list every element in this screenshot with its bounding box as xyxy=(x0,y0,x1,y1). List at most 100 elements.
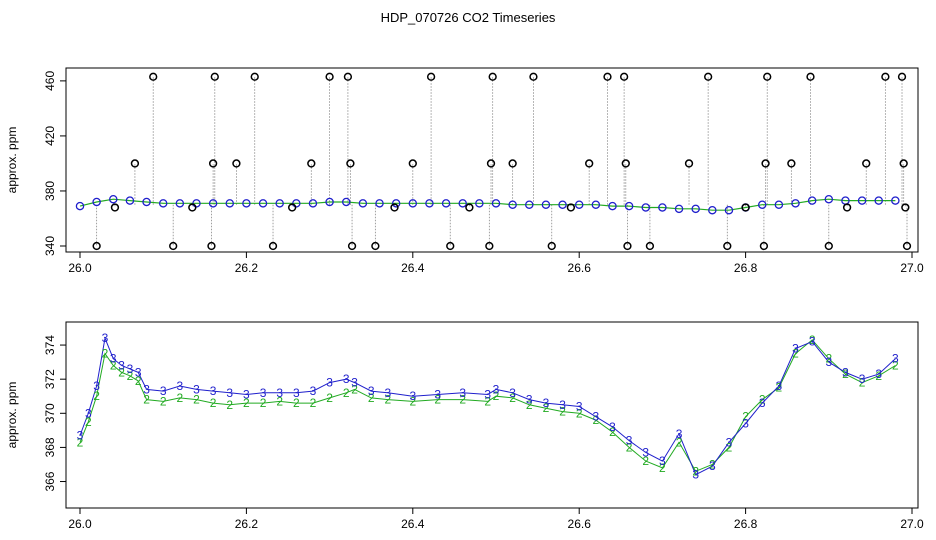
data-point xyxy=(408,199,418,208)
y-tick-label: 366 xyxy=(43,471,57,491)
data-point-label: 3 xyxy=(143,382,150,396)
data-point-label: 3 xyxy=(692,468,699,482)
data-point-label: 3 xyxy=(543,396,550,410)
data-point xyxy=(708,205,717,215)
data-point-label: 2 xyxy=(243,396,250,410)
data-point xyxy=(75,201,85,211)
data-point xyxy=(475,199,484,208)
data-point-label: 3 xyxy=(226,386,233,400)
data-point-label: 3 xyxy=(726,435,733,449)
data-point-label: 3 xyxy=(792,341,799,355)
y-tick-label: 460 xyxy=(43,71,57,91)
outlier-point xyxy=(824,241,833,251)
data-point xyxy=(391,199,401,208)
data-point-label: 3 xyxy=(276,386,283,400)
outlier-point xyxy=(761,159,770,168)
data-point-label: 2 xyxy=(543,401,550,415)
y-tick-label: 420 xyxy=(43,126,57,146)
outlier-point xyxy=(390,203,399,212)
data-point-label: 3 xyxy=(559,398,566,412)
data-point-label: 2 xyxy=(135,374,142,388)
data-point-label: 2 xyxy=(609,425,616,439)
y-tick-label: 372 xyxy=(43,369,57,389)
data-point-label: 2 xyxy=(892,359,899,373)
x-tick-label: 26.2 xyxy=(235,517,259,531)
data-point xyxy=(774,200,784,209)
data-point-label: 3 xyxy=(825,355,832,369)
data-point-label: 3 xyxy=(326,376,333,390)
data-point-label: 3 xyxy=(434,388,441,402)
data-point-label: 3 xyxy=(493,382,500,396)
data-point-label: 3 xyxy=(609,420,616,434)
outlier-point xyxy=(446,241,455,251)
data-point xyxy=(891,196,900,205)
x-tick-label: 26.6 xyxy=(568,261,592,275)
plot-frame xyxy=(65,321,919,509)
outlier-point xyxy=(621,159,630,168)
data-point xyxy=(175,199,185,208)
x-tick-label: 27.0 xyxy=(900,261,924,275)
data-point-label: 3 xyxy=(93,379,100,393)
data-point-label: 2 xyxy=(77,435,84,449)
data-point-label: 2 xyxy=(509,391,516,405)
outlier-point xyxy=(508,159,517,168)
data-point xyxy=(308,199,318,208)
data-point-label: 3 xyxy=(576,399,583,413)
data-point xyxy=(375,199,384,208)
data-point xyxy=(508,200,517,209)
outlier-point xyxy=(881,72,890,81)
outlier-point xyxy=(901,203,910,212)
data-point-label: 3 xyxy=(176,379,183,393)
data-point-label: 2 xyxy=(93,389,100,403)
data-point-label: 2 xyxy=(526,398,533,412)
plot-frame xyxy=(65,67,919,253)
outlier-point xyxy=(603,72,612,81)
data-point-label: 3 xyxy=(210,384,217,398)
data-point-label: 2 xyxy=(792,347,799,361)
x-tick-label: 26.6 xyxy=(568,517,592,531)
data-point-label: 2 xyxy=(85,415,92,429)
data-point-label: 3 xyxy=(709,459,716,473)
outlier-point xyxy=(232,159,241,168)
data-point-label: 2 xyxy=(160,394,167,408)
outlier-point xyxy=(250,72,259,81)
data-point-label: 2 xyxy=(576,406,583,420)
data-point-label: 2 xyxy=(310,396,317,410)
data-point-label: 3 xyxy=(102,331,109,345)
outlier-point xyxy=(92,241,101,251)
data-point xyxy=(558,200,567,209)
data-point-label: 2 xyxy=(434,393,441,407)
data-point-label: 2 xyxy=(260,396,267,410)
series-line xyxy=(79,198,896,211)
data-point-label: 3 xyxy=(135,365,142,379)
data-point xyxy=(142,197,151,207)
data-point-label: 2 xyxy=(193,393,200,407)
data-point-label: 2 xyxy=(692,464,699,478)
data-point-label: 2 xyxy=(859,376,866,390)
data-point xyxy=(624,201,634,211)
data-point-label: 3 xyxy=(310,384,317,398)
outlier-point xyxy=(585,159,594,168)
data-point-label: 2 xyxy=(102,347,109,361)
data-point xyxy=(292,199,301,208)
data-point-label: 3 xyxy=(759,396,766,410)
outlier-point xyxy=(741,203,750,212)
data-point-label: 3 xyxy=(193,382,200,396)
data-point-label: 3 xyxy=(659,454,666,468)
x-tick-label: 26.8 xyxy=(734,517,758,531)
data-point xyxy=(791,199,800,208)
data-point xyxy=(674,204,684,214)
data-point-label: 2 xyxy=(118,365,125,379)
data-point-label: 2 xyxy=(276,394,283,408)
y-tick-label: 380 xyxy=(43,181,57,201)
data-point-label: 2 xyxy=(409,394,416,408)
data-point xyxy=(608,201,617,211)
data-point-label: 2 xyxy=(776,381,783,395)
outlier-point xyxy=(188,203,197,212)
data-point-label: 2 xyxy=(210,396,217,410)
data-point-label: 3 xyxy=(875,367,882,381)
data-point-label: 2 xyxy=(326,391,333,405)
data-point xyxy=(92,197,101,207)
data-point-label: 2 xyxy=(676,435,683,449)
data-point-label: 3 xyxy=(77,428,84,442)
